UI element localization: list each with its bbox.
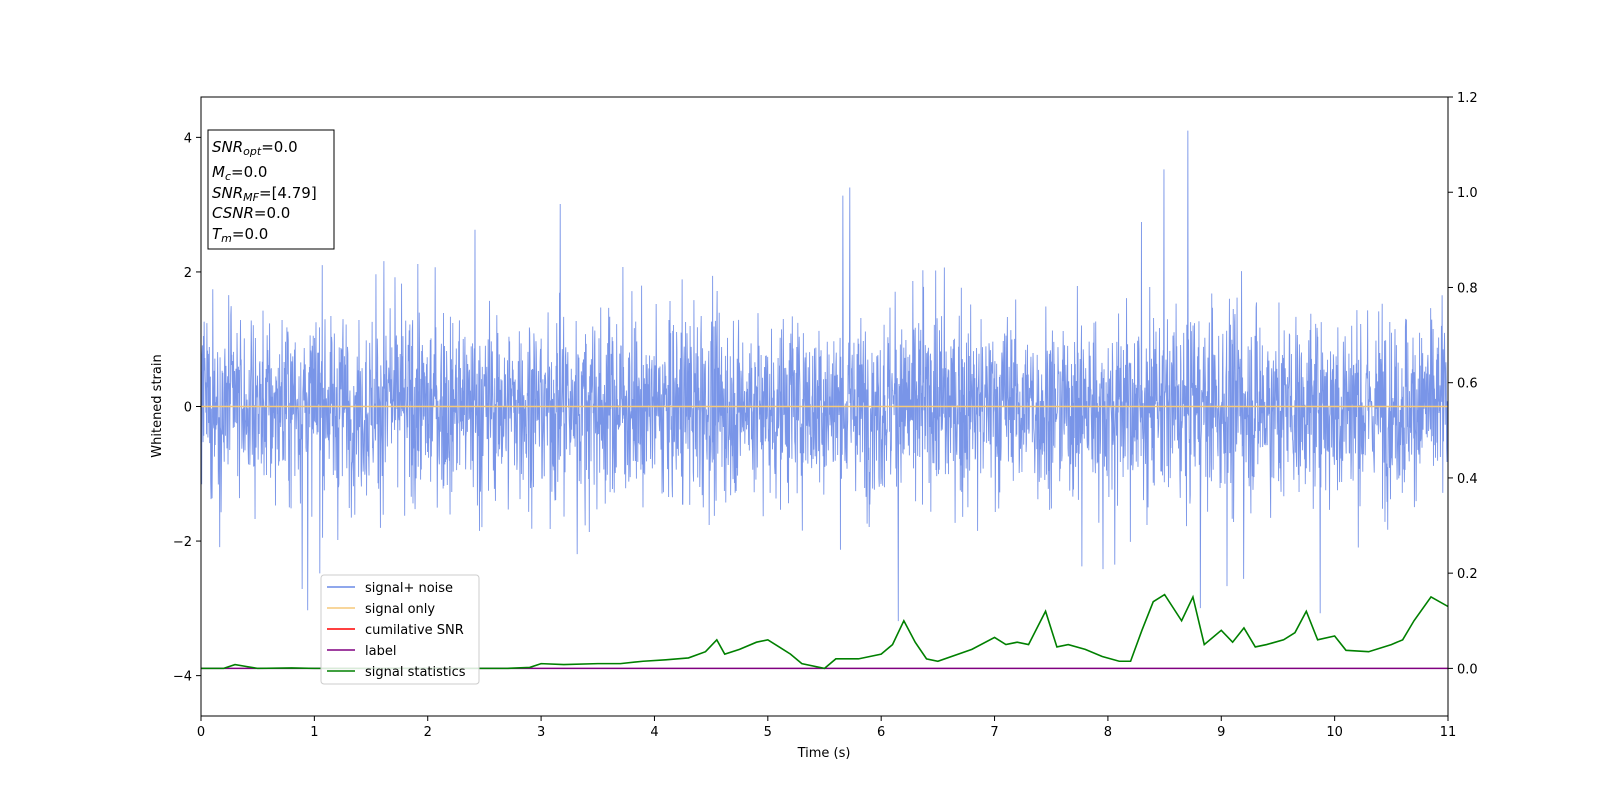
- x-tick-label: 2: [424, 725, 432, 740]
- x-tick-label: 4: [650, 725, 658, 740]
- x-tick-label: 10: [1326, 725, 1343, 740]
- x-tick-label: 9: [1217, 725, 1225, 740]
- legend-label: signal statistics: [365, 665, 466, 680]
- series-signal-statistics: [201, 593, 1448, 670]
- y-axis-right: 0.0 0.2 0.4 0.6 0.8 1.0 1.2: [1448, 91, 1478, 677]
- y2-tick-label: 1.2: [1457, 91, 1478, 106]
- annotation-line: SNRMF=[4.79]: [212, 184, 317, 204]
- x-axis: 0 1 2 3 4 5 6 7 8 9 10 11: [197, 716, 1456, 740]
- legend-label: label: [365, 644, 396, 659]
- series-signal-noise: [201, 130, 1448, 622]
- legend-label: signal+ noise: [365, 581, 453, 596]
- legend-label: signal only: [365, 602, 435, 617]
- annotation-line: CSNR=0.0: [212, 204, 290, 222]
- x-tick-label: 7: [990, 725, 998, 740]
- y-tick-label: −4: [173, 670, 192, 685]
- y-axis-label: Whitened strain: [150, 354, 165, 457]
- x-tick-label: 1: [310, 725, 318, 740]
- y2-tick-label: 0.6: [1457, 377, 1478, 392]
- x-tick-label: 5: [764, 725, 772, 740]
- y2-tick-label: 0.0: [1457, 662, 1478, 677]
- legend-label: cumilative SNR: [365, 623, 464, 638]
- annotation-frame: [207, 129, 335, 250]
- y-axis-left: −4 −2 0 2 4: [173, 131, 201, 685]
- y2-tick-label: 1.0: [1457, 186, 1478, 201]
- annotation-line: Tm=0.0: [212, 225, 268, 245]
- annotation-line: Mc=0.0: [212, 163, 267, 183]
- legend-frame: [320, 574, 480, 685]
- x-tick-label: 6: [877, 725, 885, 740]
- y2-tick-label: 0.2: [1457, 567, 1478, 582]
- x-tick-label: 3: [537, 725, 545, 740]
- x-tick-label: 0: [197, 725, 205, 740]
- y2-tick-label: 0.8: [1457, 281, 1478, 296]
- y2-tick-label: 0.4: [1457, 472, 1478, 487]
- legend: signal+ noise signal only cumilative SNR la…: [320, 574, 480, 685]
- annotation-line: SNRopt=0.0: [212, 138, 298, 158]
- y-tick-label: 0: [184, 401, 192, 416]
- y-tick-label: 2: [184, 266, 192, 281]
- x-tick-label: 11: [1440, 725, 1457, 740]
- x-axis-label: Time (s): [797, 746, 851, 761]
- x-tick-label: 8: [1104, 725, 1112, 740]
- y-tick-label: −2: [173, 535, 192, 550]
- y-tick-label: 4: [184, 131, 192, 146]
